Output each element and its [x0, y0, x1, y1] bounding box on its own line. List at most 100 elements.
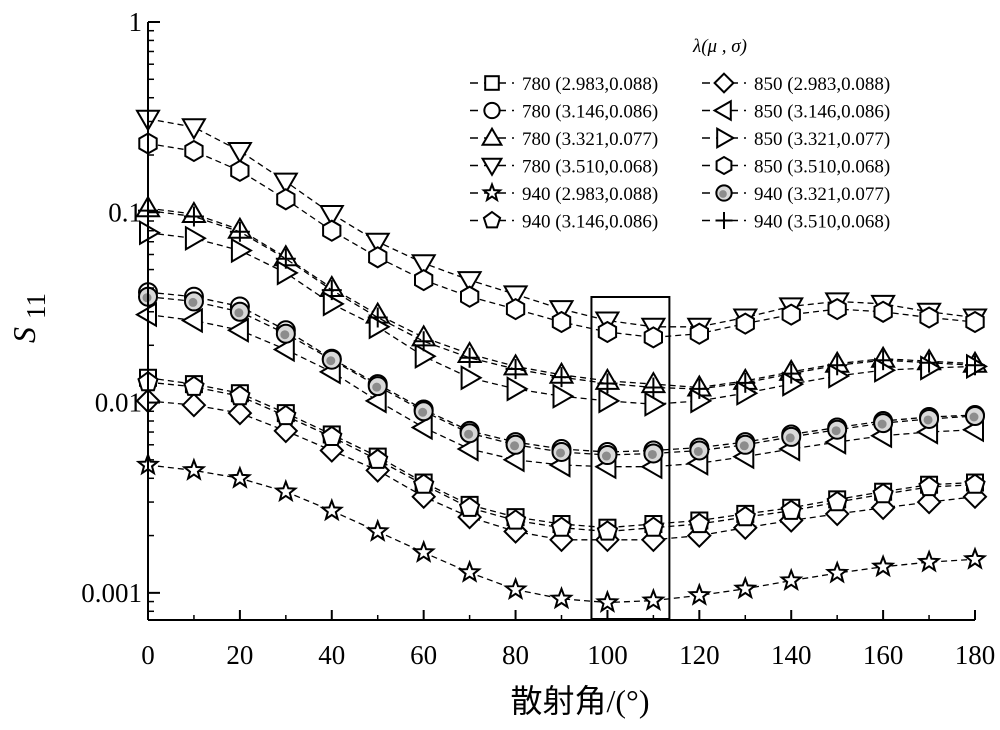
legend-label: 850 (3.321,0.077)	[754, 129, 890, 150]
series-line	[147, 207, 976, 389]
data-point-pentagon	[596, 520, 619, 541]
data-point-star	[411, 539, 436, 563]
data-point-plus	[551, 367, 572, 388]
legend-entry: 850 (2.983,0.088)	[702, 72, 890, 95]
data-point-tri-down	[502, 285, 529, 308]
data-point-plus	[873, 350, 894, 371]
data-point-star	[549, 585, 574, 610]
series-star	[135, 452, 988, 613]
legend-label: 940 (3.146,0.086)	[522, 212, 658, 233]
legend-label: 850 (2.983,0.088)	[754, 74, 890, 95]
data-point-pentagon	[504, 509, 527, 530]
x-tick-label: 180	[955, 640, 996, 670]
y-axis-title-subscript: 11	[21, 293, 51, 319]
data-point-hexagon	[735, 312, 755, 335]
data-point-tri-left	[180, 307, 203, 334]
legend-title: λ(μ , σ)	[692, 36, 747, 57]
series-hexagon	[138, 132, 985, 349]
data-point-tri-right	[736, 380, 759, 406]
legend-label: 780 (2.983,0.088)	[522, 74, 658, 95]
data-point-plus	[413, 331, 434, 352]
data-point-plus	[183, 206, 204, 227]
data-point-hexagon	[505, 297, 526, 321]
data-point-tri-right	[276, 260, 299, 286]
data-point-shaded-circle	[919, 408, 940, 429]
data-point-hexagon	[368, 246, 388, 269]
legend-marker-tri-down	[480, 157, 504, 177]
data-point-tri-down	[227, 142, 253, 164]
legend-marker-pentagon	[482, 210, 502, 229]
x-tick-label: 120	[679, 640, 720, 670]
legend-marker-diamond	[713, 72, 735, 94]
x-tick-label: 20	[226, 640, 253, 670]
data-point-plus	[919, 352, 940, 373]
data-point-hexagon	[689, 322, 709, 345]
data-point-diamond	[181, 392, 207, 418]
legend-entry: 850 (3.510,0.068)	[702, 155, 890, 178]
data-point-tri-right	[874, 357, 897, 383]
data-point-tri-down	[410, 254, 437, 277]
data-point-star	[778, 567, 804, 592]
data-point-plus	[367, 307, 388, 328]
data-point-shaded-circle	[873, 413, 894, 434]
data-point-star	[733, 575, 758, 600]
data-point-pentagon	[688, 512, 710, 534]
data-point-plus	[505, 359, 526, 380]
legend-entry: 780 (3.510,0.068)	[470, 157, 658, 178]
legend-label: 940 (3.510,0.068)	[754, 212, 890, 233]
data-point-tri-right	[230, 237, 253, 264]
legend-marker-tri-up	[480, 126, 504, 146]
data-point-star	[824, 560, 850, 584]
data-point-hexagon	[184, 139, 204, 163]
data-point-shaded-circle	[413, 401, 434, 422]
data-point-star	[227, 465, 253, 489]
legend-label: 850 (3.146,0.086)	[754, 102, 890, 123]
y-axis-title: S	[6, 327, 42, 343]
y-tick-label: 1	[129, 7, 143, 37]
data-point-shaded-circle	[321, 349, 342, 370]
x-tick-label: 100	[587, 640, 628, 670]
legend-label: 940 (2.983,0.088)	[522, 184, 658, 205]
x-tick-label: 160	[863, 640, 904, 670]
data-point-hexagon	[919, 306, 939, 329]
data-point-hexagon	[414, 268, 434, 292]
data-point-hexagon	[551, 310, 572, 334]
data-point-hexagon	[781, 303, 801, 326]
data-point-tri-left	[226, 317, 249, 343]
data-point-pentagon	[367, 448, 389, 469]
data-point-tri-right	[966, 353, 988, 380]
data-point-tri-down	[548, 300, 575, 323]
data-point-hexagon	[322, 219, 342, 242]
data-point-plus	[781, 363, 802, 384]
data-point-tri-right	[460, 365, 483, 391]
data-point-pentagon	[734, 505, 756, 527]
data-point-tri-down	[273, 172, 299, 195]
data-point-pentagon	[275, 404, 297, 426]
data-point-hexagon	[460, 285, 480, 308]
legend-label: 780 (3.146,0.086)	[522, 102, 658, 123]
data-point-shaded-circle	[367, 376, 388, 397]
data-point-plus	[459, 347, 480, 368]
series-pentagon	[137, 370, 986, 541]
legend-marker-circle	[483, 101, 501, 120]
data-point-shaded-circle	[643, 443, 664, 464]
series-layer	[135, 109, 988, 613]
data-point-hexagon	[643, 326, 663, 349]
legend-marker-plus	[715, 212, 733, 229]
legend-label: 780 (3.321,0.077)	[522, 129, 658, 150]
legend-marker-shaded-circle	[715, 184, 733, 202]
legend-entry: 780 (3.146,0.086)	[470, 102, 658, 123]
data-point-pentagon	[183, 375, 205, 396]
data-point-star	[181, 457, 207, 481]
data-point-star	[457, 559, 482, 583]
data-point-pentagon	[550, 516, 573, 537]
axes-layer: 0 20 40 60 80 100 120 140 160 180 0.001 0.01 0.1 1	[81, 7, 995, 670]
data-point-plus	[229, 221, 250, 242]
legend-label: 780 (3.510,0.068)	[522, 157, 658, 178]
data-point-star	[916, 549, 942, 573]
series-plus	[138, 200, 985, 399]
legend-entry: 850 (3.321,0.077)	[702, 126, 890, 150]
data-point-star	[503, 576, 528, 601]
x-tick-label: 0	[141, 640, 155, 670]
